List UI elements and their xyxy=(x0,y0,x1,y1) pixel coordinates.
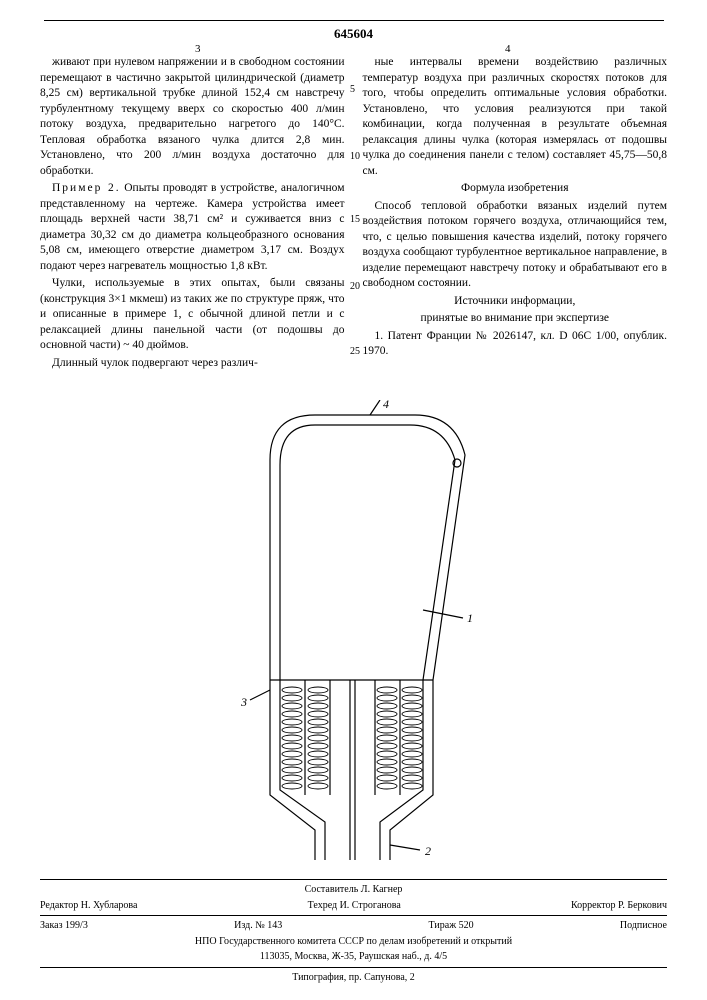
right-para-2: Способ тепловой обработки вязаных издели… xyxy=(363,199,668,292)
line-mark-5: 5 xyxy=(350,83,355,97)
footer-order-row: Заказ 199/3 Изд. № 143 Тираж 520 Подписн… xyxy=(40,919,667,933)
left-para-2-body: Опыты проводят в устройстве, аналогичном… xyxy=(40,182,345,272)
formula-title: Формула изобретения xyxy=(363,181,668,197)
footer-order: Заказ 199/3 xyxy=(40,919,88,933)
right-para-1: ные интервалы времени воздействию различ… xyxy=(363,55,668,179)
footer-addr: 113035, Москва, Ж-35, Раушская наб., д. … xyxy=(40,950,667,964)
sources-sub: принятые во внимание при экспертизе xyxy=(363,311,668,327)
diagram-label-4: 4 xyxy=(383,400,389,411)
sources-item: 1. Патент Франции № 2026147, кл. D 06С 1… xyxy=(363,329,668,360)
footer-tirazh: Тираж 520 xyxy=(429,919,474,933)
footer: Составитель Л. Кагнер Редактор Н. Хублар… xyxy=(40,876,667,986)
footer-sign: Подписное xyxy=(620,919,667,933)
left-para-3: Чулки, используемые в этих опытах, были … xyxy=(40,276,345,354)
diagram-label-2: 2 xyxy=(425,844,431,858)
footer-corrector: Корректор Р. Беркович xyxy=(571,899,667,913)
page: 645604 3 4 живают при нулевом напряжении… xyxy=(0,0,707,1000)
footer-tech: Техред И. Строганова xyxy=(308,899,401,913)
line-mark-10: 10 xyxy=(350,150,360,164)
sources-title: Источники информации, xyxy=(363,294,668,310)
left-para-1: живают при нулевом напряжении и в свобод… xyxy=(40,55,345,179)
line-mark-15: 15 xyxy=(350,213,360,227)
footer-editors-row: Редактор Н. Хубларова Техред И. Строгано… xyxy=(40,899,667,913)
line-mark-20: 20 xyxy=(350,280,360,294)
diagram-label-1: 1 xyxy=(467,611,473,625)
left-column: живают при нулевом напряжении и в свобод… xyxy=(40,55,345,373)
diagram-label-3: 3 xyxy=(240,695,247,709)
footer-print: Типография, пр. Сапунова, 2 xyxy=(40,971,667,985)
right-column: ные интервалы времени воздействию различ… xyxy=(363,55,668,373)
line-mark-25: 25 xyxy=(350,345,360,359)
example-label: Пример 2. xyxy=(52,182,121,194)
footer-org: НПО Государственного комитета СССР по де… xyxy=(40,935,667,949)
document-number: 645604 xyxy=(0,20,707,43)
footer-izd: Изд. № 143 xyxy=(234,919,282,933)
technical-diagram: 4 1 3 2 xyxy=(185,400,505,860)
footer-author: Составитель Л. Кагнер xyxy=(40,883,667,897)
left-para-2: Пример 2. Опыты проводят в устройстве, а… xyxy=(40,181,345,274)
left-para-4: Длинный чулок подвергают через различ- xyxy=(40,356,345,372)
diagram-svg: 4 1 3 2 xyxy=(185,400,505,860)
footer-editor: Редактор Н. Хубларова xyxy=(40,899,137,913)
